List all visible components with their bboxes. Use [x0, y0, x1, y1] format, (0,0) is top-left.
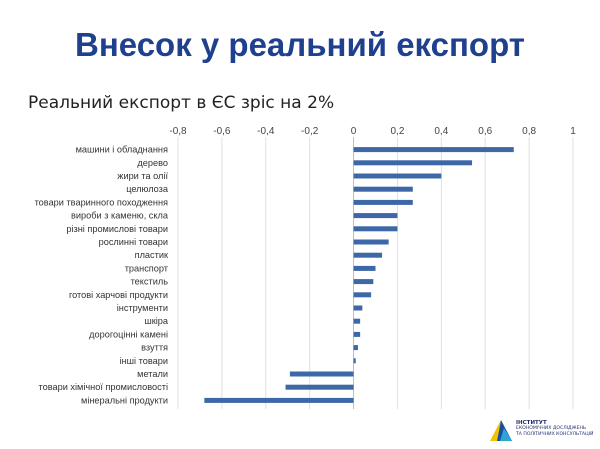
- category-label: дерево: [137, 158, 168, 168]
- chart-title: Реальний експорт в ЄС зріс на 2%: [28, 93, 335, 113]
- x-axis-ticks: -0,8 -0,6 -0,4 -0,2 0 0,2 0,4 0,6 0,8 1: [169, 126, 576, 137]
- bar: [204, 397, 354, 403]
- category-label: мінеральні продукти: [81, 395, 168, 405]
- category-labels: машини і обладнання дерево жири та олії цел…: [35, 145, 169, 406]
- category-label: метали: [137, 369, 168, 379]
- x-tick-label: 0,8: [522, 126, 536, 137]
- category-label: шкіра: [144, 316, 169, 326]
- grid-lines: [177, 137, 574, 409]
- category-label: транспорт: [125, 263, 169, 273]
- bar: [285, 384, 354, 390]
- bar: [353, 265, 376, 271]
- category-label: взуття: [141, 343, 168, 353]
- bar: [353, 252, 383, 258]
- bar: [353, 160, 473, 166]
- category-label: інші товари: [120, 356, 168, 366]
- bar: [289, 371, 354, 377]
- logo-line-2: ЕКОНОМІЧНИХ ДОСЛІДЖЕНЬ: [516, 426, 587, 431]
- x-tick-label: -0,8: [169, 126, 187, 137]
- bar: [353, 147, 514, 153]
- bar: [353, 331, 361, 337]
- category-label: товари хімічної промисловості: [38, 382, 168, 392]
- x-tick-label: -0,2: [301, 126, 319, 137]
- bar: [353, 199, 413, 205]
- bar: [353, 318, 361, 324]
- bar: [353, 213, 398, 219]
- bar: [353, 292, 372, 298]
- x-tick-label: 0,4: [434, 126, 448, 137]
- bar: [353, 345, 358, 351]
- bars: [204, 147, 514, 403]
- x-tick-label: 0,2: [390, 126, 404, 137]
- bar: [353, 305, 363, 311]
- category-label: різні промислові товари: [66, 224, 168, 234]
- category-label: вироби з каменю, скла: [71, 211, 169, 221]
- bar: [353, 239, 389, 245]
- x-tick-label: 0: [351, 126, 357, 137]
- category-label: текстиль: [131, 277, 169, 287]
- category-label: жири та олії: [117, 171, 168, 181]
- logo-line-3: ТА ПОЛІТИЧНИХ КОНСУЛЬТАЦІЙ: [516, 432, 594, 437]
- category-label: інструменти: [117, 303, 168, 313]
- x-tick-label: 0,6: [478, 126, 492, 137]
- category-label: целюлоза: [126, 184, 169, 194]
- logo-line-1: ІНСТИТУТ: [516, 420, 547, 426]
- institute-logo: ІНСТИТУТ ЕКОНОМІЧНИХ ДОСЛІДЖЕНЬ ТА ПОЛІТ…: [488, 418, 598, 446]
- bar: [353, 173, 442, 179]
- category-label: товари тваринного походження: [35, 197, 168, 207]
- x-tick-label: -0,4: [257, 126, 275, 137]
- category-label: пластик: [135, 250, 169, 260]
- page-title: Внесок у реальний експорт: [75, 26, 525, 63]
- bar: [353, 358, 356, 364]
- bar: [353, 279, 374, 285]
- bar: [353, 226, 398, 232]
- x-tick-label: 1: [570, 126, 576, 137]
- category-label: дорогоцінні камені: [89, 329, 168, 339]
- bar: [353, 186, 413, 192]
- category-label: готові харчові продукти: [69, 290, 168, 300]
- category-label: машини і обладнання: [76, 145, 168, 155]
- x-tick-label: -0,6: [213, 126, 231, 137]
- category-label: рослинні товари: [99, 237, 168, 247]
- logo-triangle-icon: [490, 420, 512, 441]
